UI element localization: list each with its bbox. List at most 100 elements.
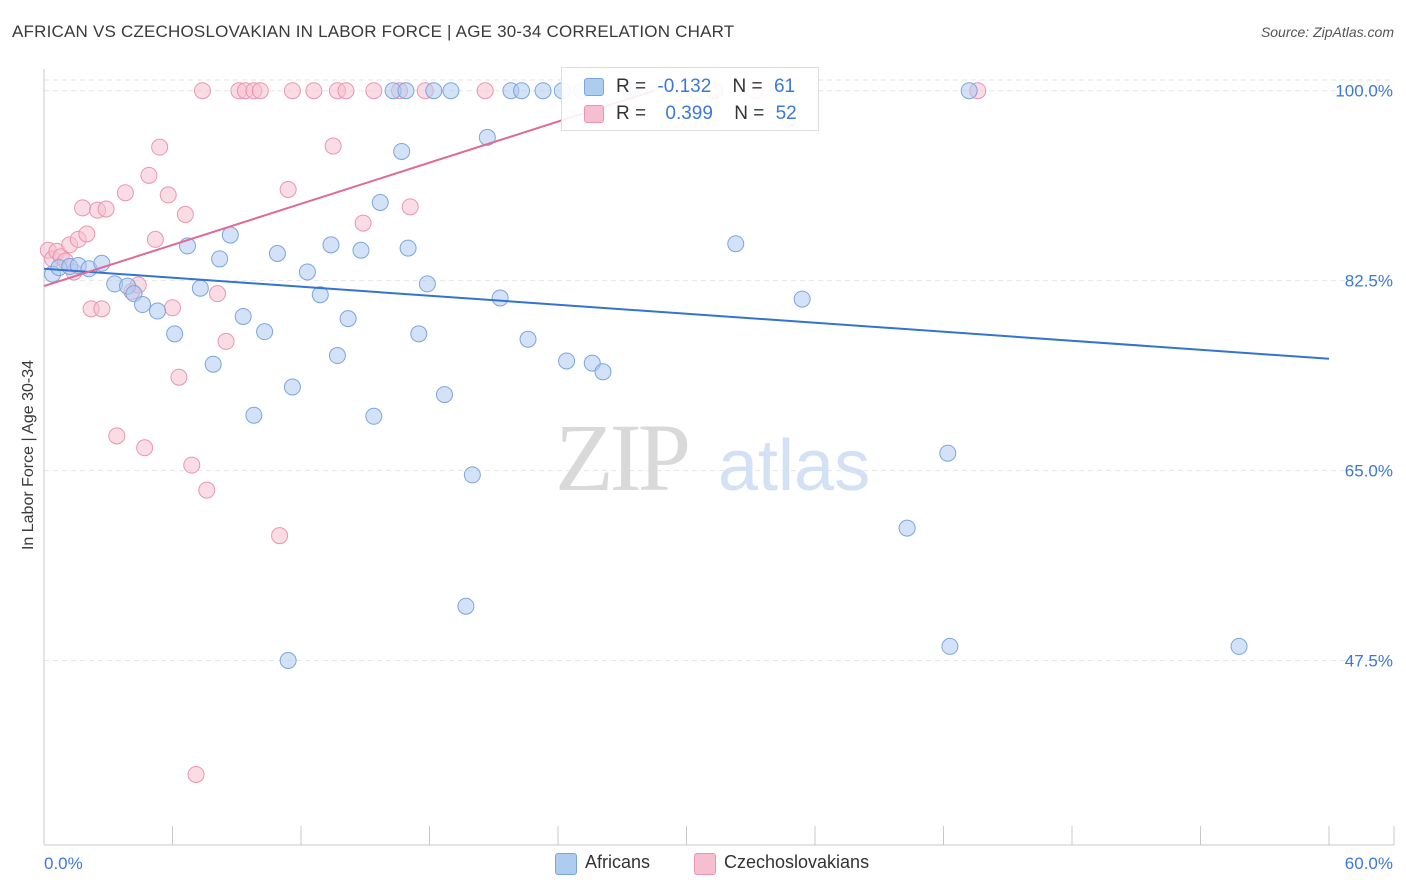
tick-labels: 47.5% 65.0% 82.5% 100.0% 0.0% 60.0%: [44, 82, 1393, 873]
african-point: [221, 226, 239, 244]
czechoslovakian-point: [193, 82, 211, 100]
african-point: [410, 325, 428, 343]
czechoslovakian-point: [476, 82, 494, 100]
watermark: ZIP atlas: [555, 404, 870, 511]
czechoslovakian-trend-line: [43, 89, 655, 288]
african-point: [166, 325, 184, 343]
czechoslovakian-point: [279, 180, 297, 198]
african-point: [898, 519, 916, 537]
african-point: [352, 241, 370, 259]
czechoslovakian-point: [176, 205, 194, 223]
czechoslovakian-point: [365, 82, 383, 100]
czechoslovakian-point: [97, 200, 115, 218]
watermark-atlas: atlas: [718, 426, 870, 506]
trend-lines: [43, 89, 1330, 360]
african-point: [727, 235, 745, 253]
african-point: [397, 82, 415, 100]
african-point: [211, 250, 229, 268]
african-point: [328, 347, 346, 365]
african-point: [534, 82, 552, 100]
african-point: [204, 355, 222, 373]
legend-n-value: 61: [773, 76, 796, 97]
x-tick-label: 60.0%: [1345, 854, 1393, 873]
african-point: [298, 263, 316, 281]
czechoslovakian-point: [271, 527, 289, 545]
african-point: [322, 236, 340, 254]
czechoslovakian-point: [187, 765, 205, 783]
african-point: [134, 296, 152, 314]
y-tick-label: 100.0%: [1335, 82, 1393, 101]
chart-title: AFRICAN VS CZECHOSLOVAKIAN IN LABOR FORC…: [12, 22, 735, 41]
czechoslovakian-point: [208, 285, 226, 303]
watermark-zip: ZIP: [555, 404, 688, 511]
czechoslovakian-point: [198, 481, 216, 499]
legend-n-label: N =: [732, 76, 763, 97]
african-point: [425, 82, 443, 100]
czechoslovakian-point: [136, 439, 154, 457]
legend-r-value: -0.132: [657, 76, 712, 97]
african-point: [256, 323, 274, 341]
czechoslovakian-point: [116, 184, 134, 202]
czechoslovakian-point: [251, 82, 269, 100]
x-tick-label: 0.0%: [44, 854, 83, 873]
czechoslovakian-point: [337, 82, 355, 100]
african-point: [245, 406, 263, 424]
czechoslovakian-point: [183, 456, 201, 474]
african-point: [463, 466, 481, 484]
source-label: Source: ZipAtlas.com: [1260, 24, 1394, 40]
legend-swatch-czechoslovakians: [584, 105, 604, 123]
czechoslovakian-point: [146, 230, 164, 248]
african-point: [1230, 637, 1248, 655]
african-point: [435, 386, 453, 404]
african-point: [457, 597, 475, 615]
czechoslovakian-point: [74, 199, 92, 217]
czechoslovakian-point: [354, 214, 372, 232]
y-tick-label: 47.5%: [1345, 651, 1393, 670]
czechoslovakian-point: [283, 82, 301, 100]
african-point: [513, 82, 531, 100]
african-point: [478, 128, 496, 146]
legend-swatch-africans: [584, 78, 604, 96]
axes: [43, 69, 1395, 846]
czechoslovakian-point: [93, 300, 111, 318]
czechoslovakian-point: [108, 427, 126, 445]
bottom-legend-swatch-czechoslovakians: [694, 853, 716, 875]
czechoslovakian-point: [305, 82, 323, 100]
legend-n-value: 52: [775, 103, 797, 124]
african-point: [268, 245, 286, 263]
stats-legend: R = -0.132 N = 61 R = 0.399 N = 52: [561, 67, 819, 131]
african-point: [283, 378, 301, 396]
african-point: [941, 637, 959, 655]
african-point: [594, 363, 612, 381]
african-point: [939, 444, 957, 462]
african-point: [234, 307, 252, 325]
bottom-legend-swatch-africans: [555, 853, 577, 875]
african-point: [793, 290, 811, 308]
czechoslovakian-point: [140, 166, 158, 184]
gridlines: [44, 79, 1394, 661]
african-point: [960, 82, 978, 100]
czechoslovakian-point: [401, 198, 419, 216]
czechoslovakian-point: [151, 138, 169, 156]
african-point: [191, 279, 209, 297]
african-point: [558, 352, 576, 370]
african-point: [149, 302, 167, 320]
czechoslovakian-point: [217, 332, 235, 350]
african-point: [339, 310, 357, 328]
czechoslovakian-point: [78, 225, 96, 243]
african-point: [418, 275, 436, 293]
african-point: [491, 289, 509, 307]
czechoslovakian-point: [324, 137, 342, 155]
legend-r-label: R =: [616, 76, 647, 97]
african-trend-line: [43, 267, 1330, 360]
czechoslovakian-point: [170, 368, 188, 386]
y-tick-label: 82.5%: [1345, 272, 1393, 291]
african-point: [399, 239, 417, 257]
african-point: [365, 407, 383, 425]
legend-n-label: N =: [734, 103, 765, 124]
african-point: [442, 82, 460, 100]
czechoslovakian-point: [159, 186, 177, 204]
african-point: [519, 330, 537, 348]
african-point: [371, 193, 389, 211]
